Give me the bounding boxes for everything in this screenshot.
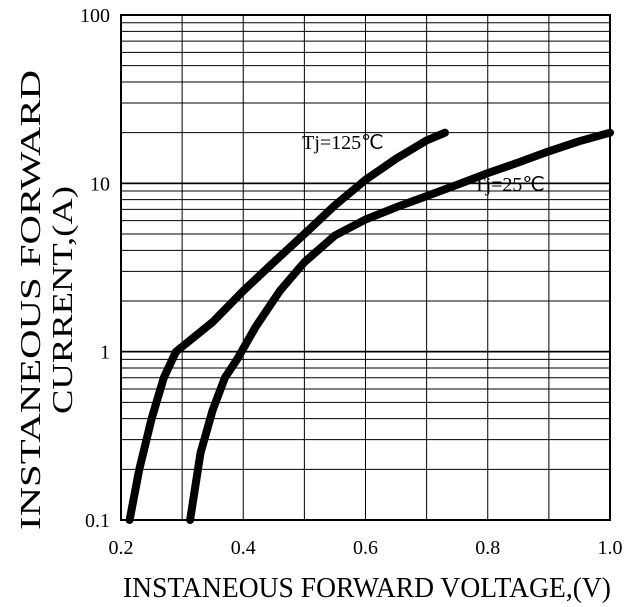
series-annotation: Tj=25℃	[473, 174, 545, 196]
y-tick-label: 100	[80, 5, 110, 27]
series-group	[125, 128, 614, 524]
x-tick-labels: 0.2 0.4 0.6 0.8 1.0	[109, 537, 623, 559]
x-tick-label: 1.0	[598, 537, 623, 559]
y-tick-labels: 0.1 1 10 100	[80, 5, 110, 532]
y-tick-label: 1	[100, 342, 110, 364]
x-tick-label: 0.4	[231, 537, 256, 559]
y-axis-title-line1: INSTANEOUS FORWARD	[16, 70, 47, 530]
series-annotation: Tj=125℃	[302, 132, 384, 154]
grid	[121, 14, 610, 521]
y-axis-title-group-2: CURRENT,(A)	[48, 186, 79, 414]
x-tick-label: 0.8	[475, 537, 500, 559]
y-tick-label: 0.1	[85, 510, 110, 532]
plot-frame	[120, 14, 611, 521]
series-line-tj25	[186, 128, 614, 524]
annotations: Tj=125℃ Tj=25℃	[302, 132, 545, 196]
y-axis-title-line2: CURRENT,(A)	[48, 186, 79, 414]
x-tick-label: 0.2	[109, 537, 134, 559]
y-axis-title-group: INSTANEOUS FORWARD	[16, 70, 47, 530]
x-axis-title: INSTANEOUS FORWARD VOLTAGE,(V)	[123, 573, 611, 604]
series-line-tj125	[125, 128, 449, 524]
x-tick-label: 0.6	[353, 537, 378, 559]
y-tick-label: 10	[90, 173, 110, 195]
